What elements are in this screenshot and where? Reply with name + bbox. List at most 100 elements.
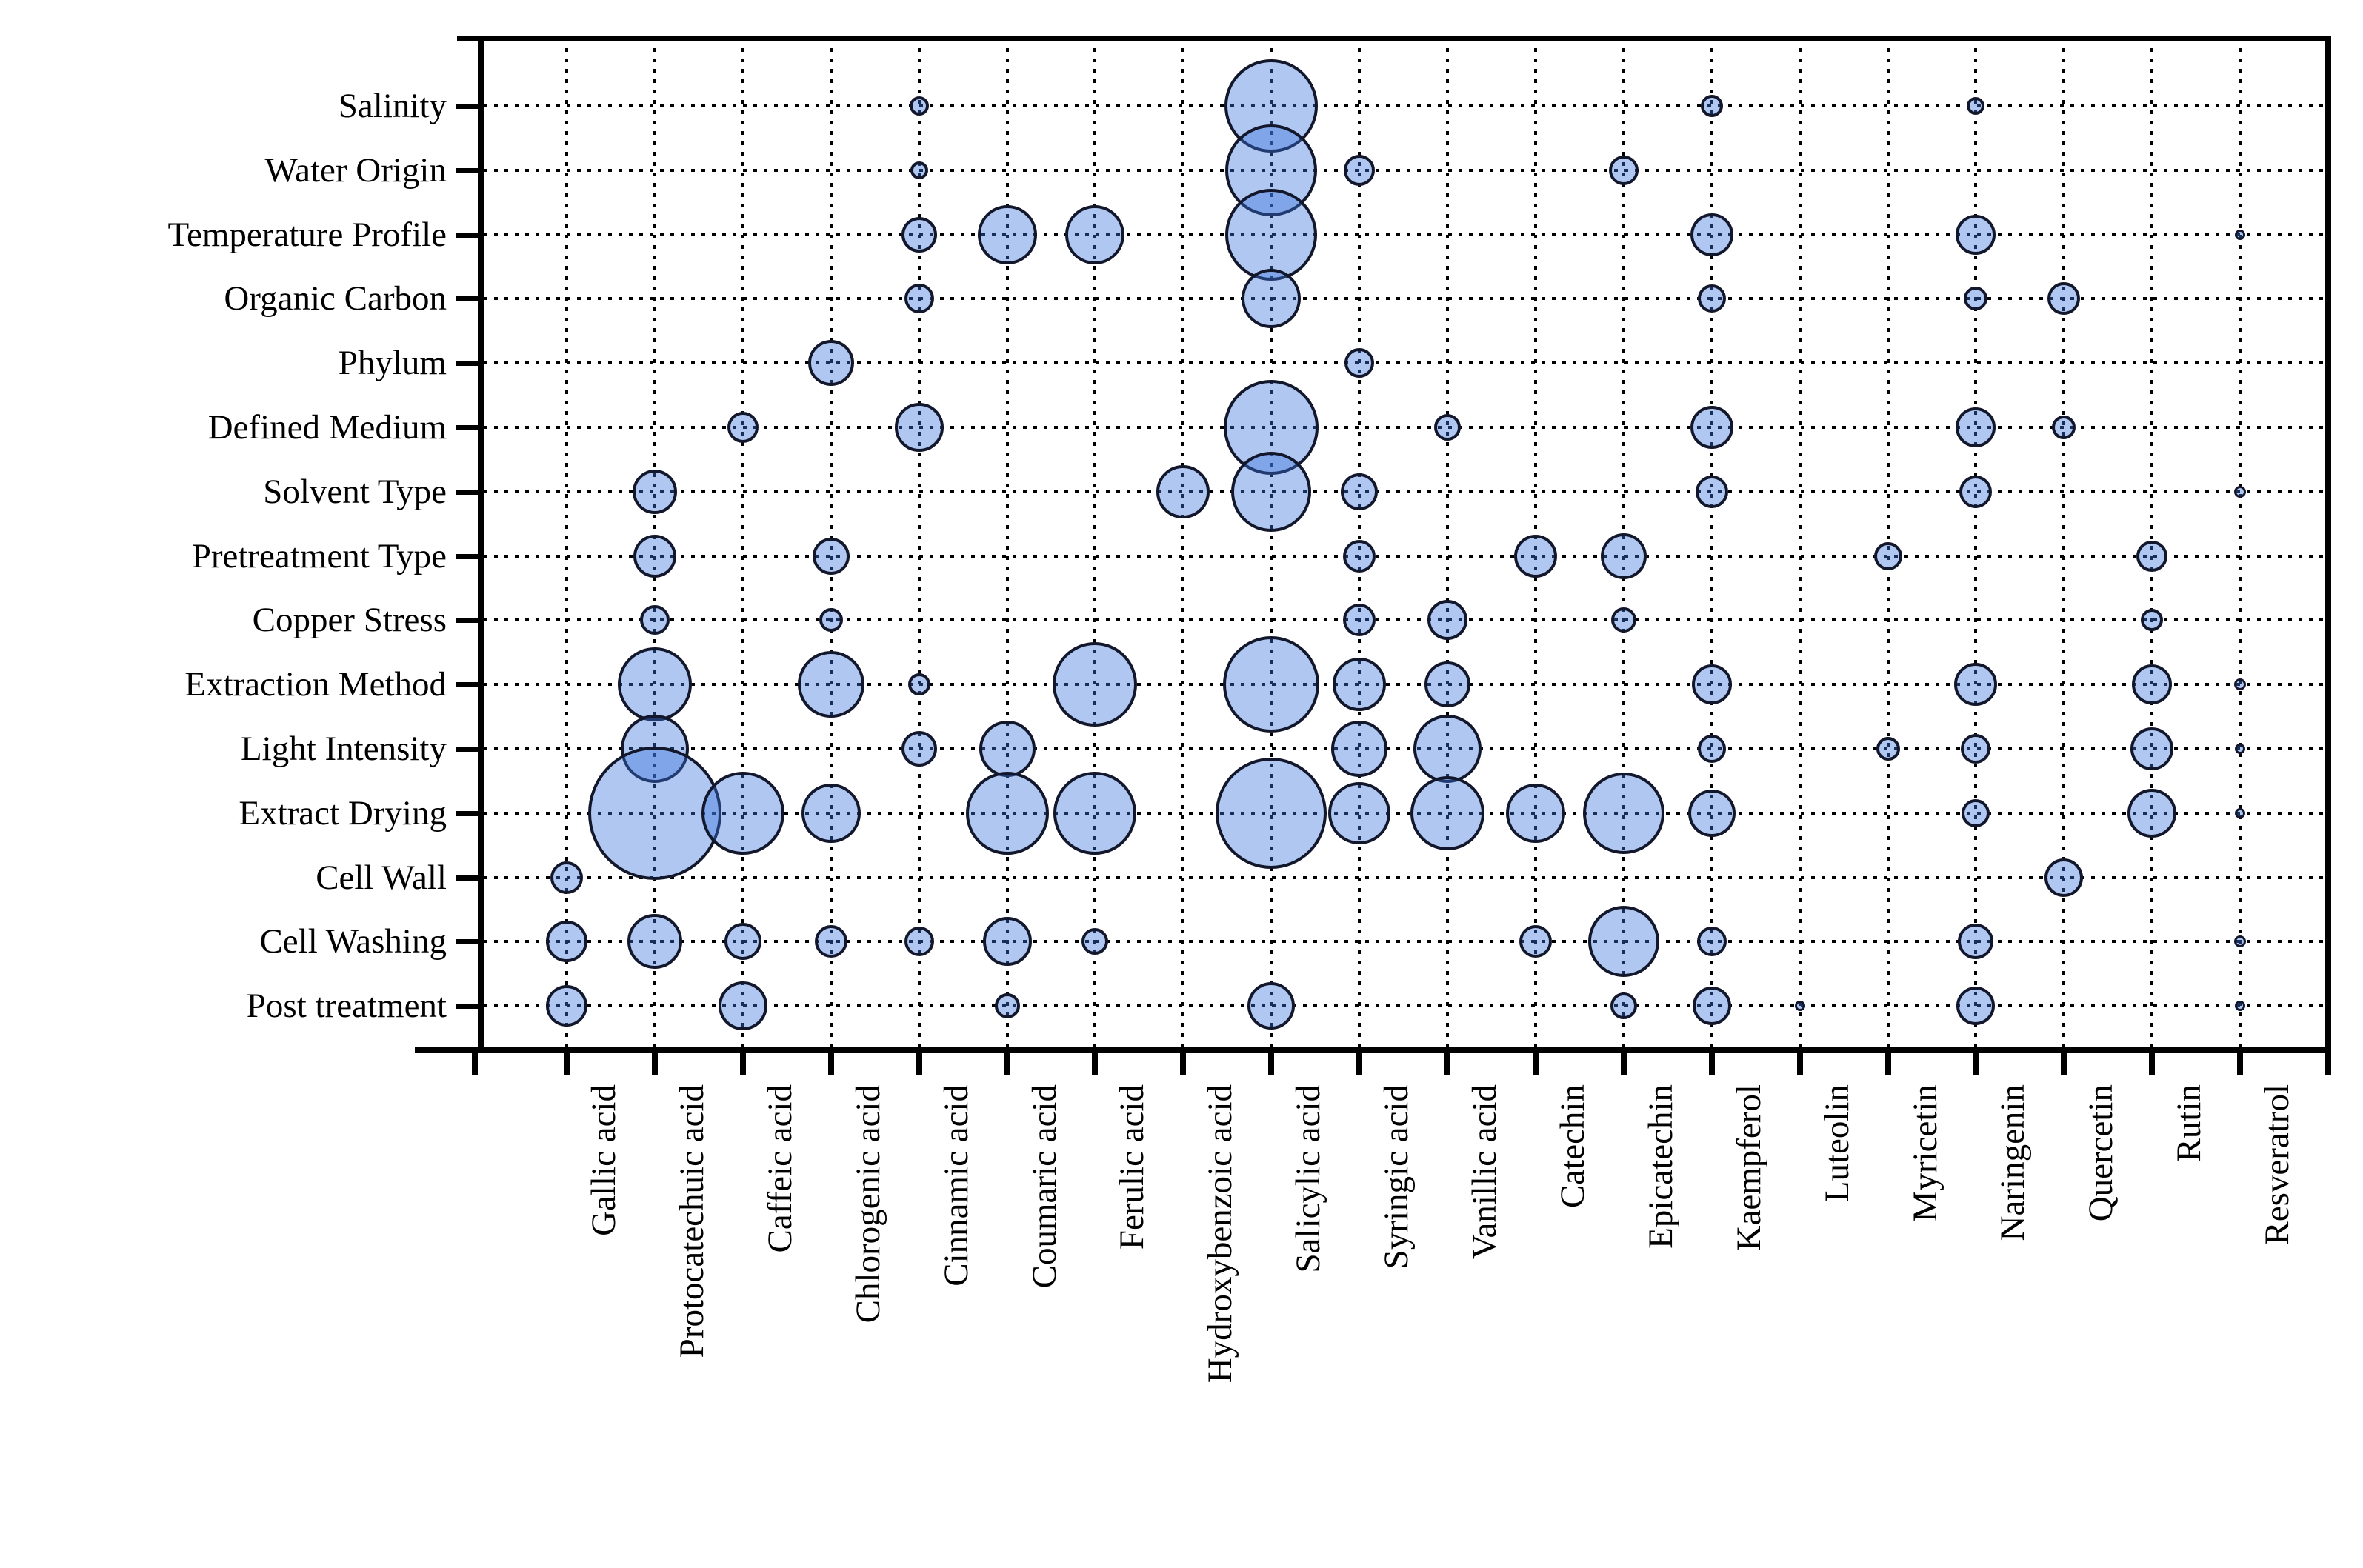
y-axis-label: Copper Stress [252,601,447,640]
bubble-temperature-profile-salicylic-acid [1225,188,1318,281]
bubble-copper-stress-vanillic-acid [1427,600,1467,641]
bubble-cell-washing-protocatechuic-acid [627,914,682,970]
x-tick [739,1053,746,1075]
x-tick [564,1053,570,1075]
y-axis-label: Solvent Type [263,472,447,511]
bubble-defined-medium-vanillic-acid [1434,414,1461,441]
x-axis-label: Epicatechin [1641,1084,1680,1249]
bubble-post-treatment-gallic-acid [546,985,587,1027]
bubble-post-treatment-resveratrol [2235,1001,2246,1012]
bubble-cell-wall-quercetin [2044,858,2084,897]
bubble-temperature-profile-ferulic-acid [1065,204,1125,264]
gridline-horizontal [484,875,2325,879]
x-tick [651,1053,658,1075]
x-tick [1268,1053,1275,1075]
bubble-extract-drying-syringic-acid [1328,781,1391,844]
bubble-solvent-type-resveratrol [2234,485,2247,498]
x-axis-left-protrusion [415,1047,478,1053]
bubble-salinity-cinnamic-acid [909,96,929,116]
bubble-solvent-type-salicylic-acid [1231,451,1312,532]
gridline-horizontal [484,1004,2325,1008]
bubble-temperature-profile-resveratrol [2235,229,2246,240]
bubble-solvent-type-syringic-acid [1341,473,1379,510]
bubble-extract-drying-salicylic-acid [1216,757,1327,869]
x-tick-right-corner [2325,1053,2331,1075]
bubble-organic-carbon-cinnamic-acid [904,284,934,314]
plot-area [478,36,2331,1053]
bubble-post-treatment-kaempferol [1692,987,1731,1026]
gridline-vertical [1710,41,1713,1047]
bubble-organic-carbon-naringenin [1964,287,1988,311]
x-tick [916,1053,922,1075]
y-axis-label: Phylum [338,344,447,383]
bubble-defined-medium-caffeic-acid [727,412,759,443]
y-tick [456,618,478,624]
x-axis-label: Chlorogenic acid [848,1084,887,1324]
y-axis-label: Defined Medium [207,408,447,447]
bubble-temperature-profile-kaempferol [1690,213,1733,256]
bubble-extract-drying-catechin [1505,783,1565,843]
x-tick [1708,1053,1715,1075]
bubble-salinity-naringenin [1967,97,1985,115]
x-axis-label: Syringic acid [1377,1084,1416,1270]
x-tick [1356,1053,1363,1075]
bubble-organic-carbon-kaempferol [1697,284,1726,313]
x-axis-label: Cinnamic acid [936,1084,976,1287]
bubble-extract-drying-chlorogenic-acid [801,783,861,843]
y-axis-label: Temperature Profile [167,215,447,254]
gridline-horizontal [484,747,2325,750]
gridline-horizontal [484,490,2325,493]
bubble-cell-wall-gallic-acid [550,861,583,894]
x-tick [1884,1053,1891,1075]
gridline-horizontal [484,683,2325,687]
y-axis-label: Post treatment [246,987,447,1026]
bubble-extract-drying-vanillic-acid [1410,775,1484,850]
gridline-vertical [2239,41,2242,1047]
bubble-post-treatment-coumaric-acid [994,993,1020,1019]
y-tick [456,682,478,688]
gridline-horizontal [484,361,2325,365]
bubble-defined-medium-naringenin [1956,407,1996,447]
gridline-horizontal [484,168,2325,172]
x-axis-label: Protocatechuic acid [672,1084,711,1358]
bubble-cell-washing-resveratrol [2234,935,2247,948]
y-tick [456,425,478,430]
gridline-horizontal [484,811,2325,815]
x-tick [2237,1053,2244,1075]
bubble-pretreatment-type-myricetin [1873,541,1902,570]
y-tick [456,232,478,238]
bubble-copper-stress-syringic-acid [1343,604,1376,637]
bubble-pretreatment-type-chlorogenic-acid [812,537,850,575]
y-tick [456,875,478,881]
y-tick [456,361,478,367]
bubble-extract-drying-kaempferol [1687,789,1736,837]
x-tick [1180,1053,1187,1075]
bubble-light-intensity-rutin [2130,727,2174,770]
bubble-light-intensity-vanillic-acid [1413,715,1482,783]
bubble-extraction-method-kaempferol [1691,664,1732,705]
bubble-phylum-chlorogenic-acid [807,340,854,387]
bubble-cell-washing-coumaric-acid [982,917,1032,967]
x-tick [1620,1053,1627,1075]
gridline-vertical [917,41,921,1047]
bubble-extract-drying-coumaric-acid [965,771,1049,855]
bubble-extract-drying-resveratrol [2235,807,2246,818]
bubble-water-origin-epicatechin [1608,155,1639,185]
gridline-horizontal [484,618,2325,622]
bubble-solvent-type-naringenin [1959,475,1993,508]
y-tick-top-edge [457,36,478,41]
y-tick [456,489,478,495]
x-tick [2061,1053,2067,1075]
gridline-vertical [1093,41,1097,1047]
bubble-water-origin-cinnamic-acid [910,161,928,179]
x-axis-label: Coumaric acid [1024,1084,1064,1289]
gridline-vertical [1974,41,1978,1047]
bubble-cell-washing-cinnamic-acid [904,927,934,957]
x-axis-label: Salicylic acid [1289,1084,1328,1273]
gridline-vertical [1446,41,1449,1047]
bubble-extract-drying-ferulic-acid [1053,771,1137,855]
bubble-extraction-method-vanillic-acid [1424,661,1470,708]
y-axis-label: Cell Washing [259,922,447,961]
x-tick [1532,1053,1539,1075]
bubble-temperature-profile-coumaric-acid [977,204,1037,264]
